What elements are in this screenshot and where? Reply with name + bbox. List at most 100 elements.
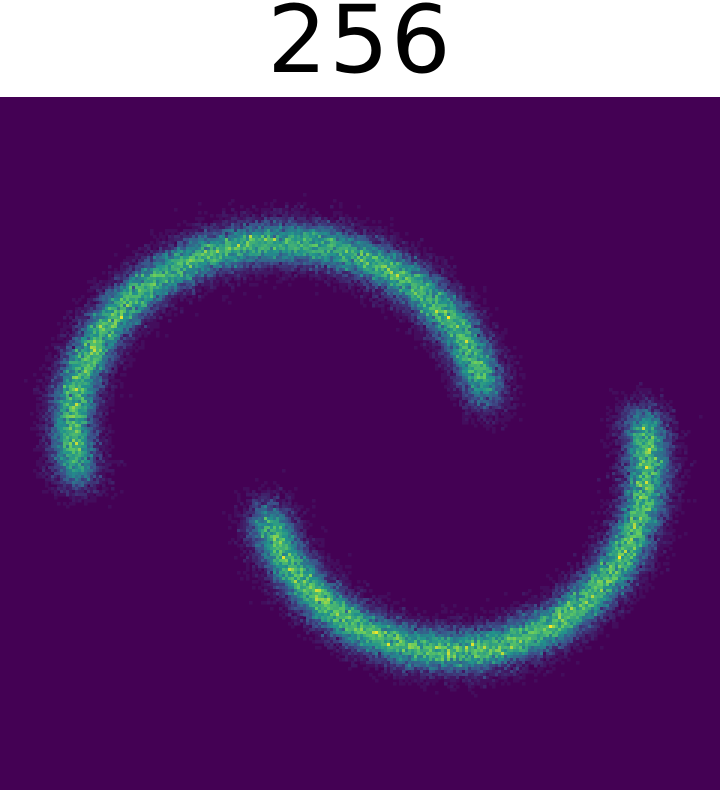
heatmap-cell xyxy=(69,355,73,359)
heatmap-cell xyxy=(129,355,133,359)
heatmap-cell xyxy=(51,367,55,371)
heatmap-cell xyxy=(138,283,142,287)
heatmap-cell xyxy=(90,349,94,353)
heatmap-cell xyxy=(198,298,202,302)
heatmap-cell xyxy=(63,370,67,374)
heatmap-cell xyxy=(228,271,232,275)
heatmap-cell xyxy=(339,235,343,239)
heatmap-cell xyxy=(81,343,85,347)
heatmap-cell xyxy=(273,214,277,218)
heatmap-cell xyxy=(108,322,112,326)
heatmap-cell xyxy=(327,229,331,233)
heatmap-cell xyxy=(69,364,73,368)
heatmap-cell xyxy=(279,238,283,242)
heatmap-cell xyxy=(651,409,655,413)
heatmap-cell xyxy=(126,307,130,311)
heatmap-cell xyxy=(69,334,73,338)
heatmap-cell xyxy=(204,226,208,230)
heatmap-cell xyxy=(459,322,463,326)
heatmap-cell xyxy=(360,274,364,278)
heatmap-cell xyxy=(108,370,112,374)
heatmap-cell xyxy=(174,229,178,233)
heatmap-cell xyxy=(408,319,412,323)
heatmap-cell xyxy=(297,235,301,239)
heatmap-cell xyxy=(645,424,649,428)
heatmap-cell xyxy=(45,421,49,425)
heatmap-cell xyxy=(150,232,154,236)
heatmap-cell xyxy=(648,391,652,395)
heatmap-cell xyxy=(621,421,625,425)
heatmap-cell xyxy=(444,274,448,278)
heatmap-cell xyxy=(492,370,496,374)
heatmap-cell xyxy=(513,355,517,359)
heatmap-cell xyxy=(315,283,319,287)
heatmap-cell xyxy=(438,274,442,278)
heatmap-cell xyxy=(210,286,214,290)
heatmap-cell xyxy=(135,289,139,293)
heatmap-cell xyxy=(465,379,469,383)
heatmap-cell xyxy=(264,202,268,206)
heatmap-cell xyxy=(213,220,217,224)
heatmap-cell xyxy=(393,304,397,308)
heatmap-cell xyxy=(243,271,247,275)
heatmap-cell xyxy=(441,292,445,296)
heatmap-cell xyxy=(504,367,508,371)
heatmap-cell xyxy=(387,241,391,245)
heatmap-cell xyxy=(120,286,124,290)
heatmap-cell xyxy=(87,355,91,359)
heatmap-cell xyxy=(126,313,130,317)
heatmap-cell xyxy=(141,274,145,278)
heatmap-cell xyxy=(57,343,61,347)
heatmap-cell xyxy=(315,274,319,278)
heatmap-cell xyxy=(81,400,85,404)
heatmap-cell xyxy=(441,346,445,350)
heatmap-cell xyxy=(93,379,97,383)
heatmap-cell xyxy=(102,337,106,341)
heatmap-cell xyxy=(408,310,412,314)
heatmap-cell xyxy=(78,370,82,374)
heatmap-cell xyxy=(267,238,271,242)
heatmap-cell xyxy=(663,406,667,410)
heatmap-cell xyxy=(294,247,298,251)
heatmap-cell xyxy=(642,388,646,392)
heatmap-cell xyxy=(87,334,91,338)
heatmap-cell xyxy=(411,265,415,269)
heatmap-cell xyxy=(426,349,430,353)
heatmap-cell xyxy=(636,403,640,407)
heatmap-cell xyxy=(519,418,523,422)
heatmap-cell xyxy=(207,232,211,236)
heatmap-cell xyxy=(642,418,646,422)
heatmap-cell xyxy=(165,277,169,281)
heatmap-cell xyxy=(657,427,661,431)
heatmap-cell xyxy=(336,277,340,281)
heatmap-cell xyxy=(48,400,52,404)
heatmap-cell xyxy=(213,235,217,239)
heatmap-cell xyxy=(240,247,244,251)
heatmap-cell xyxy=(408,262,412,266)
heatmap-cell xyxy=(51,370,55,374)
heatmap-cell xyxy=(384,256,388,260)
heatmap-cell xyxy=(249,217,253,221)
heatmap-cell xyxy=(288,268,292,272)
heatmap-cell xyxy=(282,262,286,266)
heatmap-cell xyxy=(300,229,304,233)
heatmap-cell xyxy=(675,424,679,428)
heatmap-cell xyxy=(159,265,163,269)
heatmap-cell xyxy=(210,223,214,227)
heatmap-cell xyxy=(462,325,466,329)
heatmap-cell xyxy=(456,286,460,290)
heatmap-cell xyxy=(456,382,460,386)
heatmap-cell xyxy=(357,220,361,224)
heatmap-cell xyxy=(396,235,400,239)
heatmap-cell xyxy=(420,325,424,329)
heatmap-cell xyxy=(630,409,634,413)
heatmap-cell xyxy=(255,217,259,221)
heatmap-cell xyxy=(480,352,484,356)
heatmap-cell xyxy=(210,238,214,242)
heatmap-cell xyxy=(162,253,166,257)
heatmap-cell xyxy=(513,376,517,380)
heatmap-cell xyxy=(213,259,217,263)
heatmap-cell xyxy=(99,412,103,416)
heatmap-cell xyxy=(234,262,238,266)
heatmap-cell xyxy=(390,295,394,299)
